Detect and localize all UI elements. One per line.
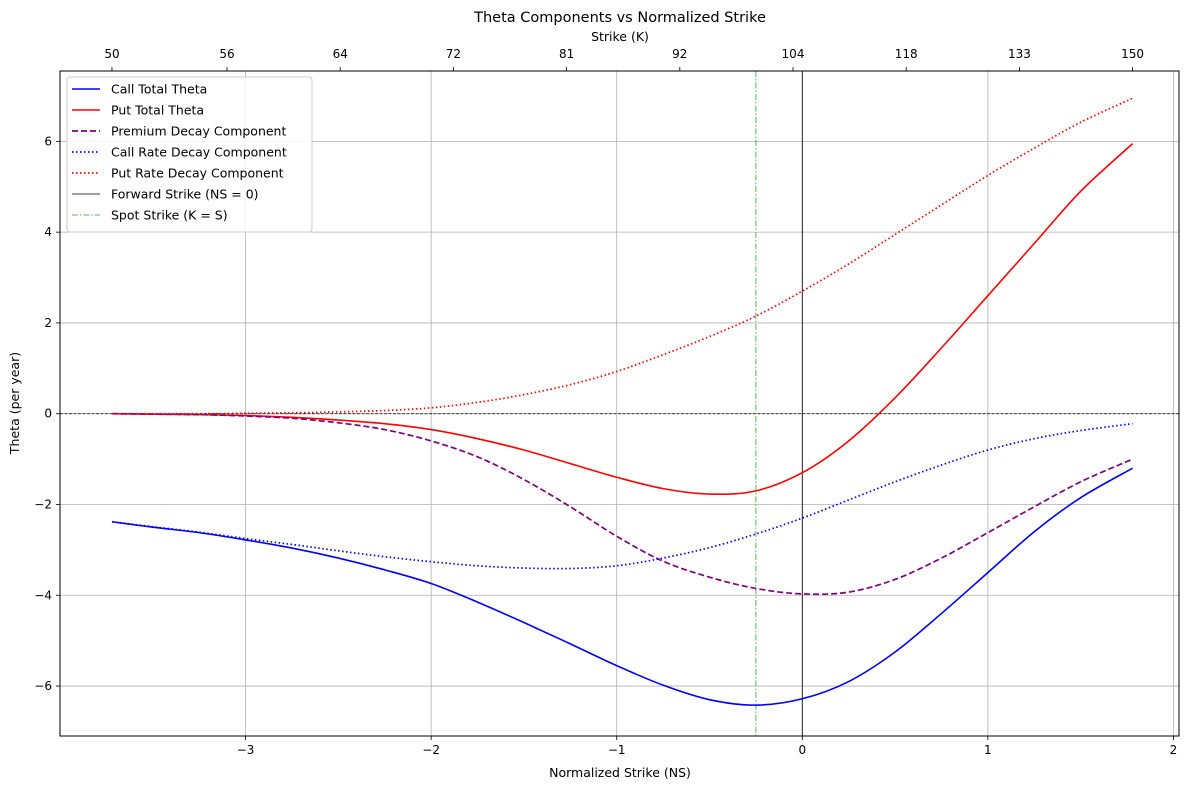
y-tick-label: 0 (44, 407, 52, 421)
reference-lines (60, 71, 1179, 736)
x-axis-label: Normalized Strike (NS) (549, 765, 691, 780)
legend-label: Forward Strike (NS = 0) (111, 187, 259, 202)
x-tick-label: −1 (608, 743, 626, 757)
top-tick-label: 104 (782, 47, 805, 61)
x-tick-label: −2 (422, 743, 440, 757)
y-tick-label: −2 (34, 497, 52, 511)
series-lines (111, 97, 1134, 706)
x-tick-label: −3 (237, 743, 255, 757)
legend: Call Total Theta Put Total Theta Premium D… (66, 76, 313, 233)
plot-frame (59, 70, 1180, 737)
legend-label: Put Total Theta (111, 103, 204, 118)
legend-label: Spot Strike (K = S) (111, 208, 228, 223)
chart-title: Theta Components vs Normalized Strike (473, 10, 766, 26)
put-rate-decay-line (111, 97, 1133, 415)
top-tick-label: 56 (219, 47, 234, 61)
y-tick-label: 4 (44, 225, 52, 239)
legend-label: Call Total Theta (111, 82, 207, 97)
premium-decay-line (111, 412, 1133, 596)
top-tick-label: 92 (672, 47, 687, 61)
legend-label: Call Rate Decay Component (111, 145, 287, 160)
legend-box (66, 76, 313, 233)
top-tick-label: 81 (559, 47, 574, 61)
y-tick-label: 2 (44, 316, 52, 330)
top-axis-label: Strike (K) (591, 29, 649, 44)
call-total-theta-line (111, 467, 1134, 706)
y-axis-label: Theta (per year) (7, 352, 22, 455)
y-tick-label: 6 (44, 134, 52, 148)
y-tick-label: −6 (34, 679, 52, 693)
top-tick-label: 50 (104, 47, 119, 61)
x-tick-label: 2 (1170, 743, 1178, 757)
legend-label: Premium Decay Component (111, 124, 286, 139)
x-tick-label: 1 (984, 743, 992, 757)
x-tick-label: 0 (798, 743, 806, 757)
axes: −3 −2 −1 0 1 2 −6 −4 −2 0 2 4 6 50 56 64 72 81 92 104 118 133… (34, 47, 1177, 757)
top-tick-label: 64 (333, 47, 348, 61)
legend-label: Put Rate Decay Component (111, 166, 284, 181)
top-tick-label: 133 (1008, 47, 1031, 61)
top-tick-label: 150 (1121, 47, 1144, 61)
y-tick-label: −4 (34, 588, 52, 602)
top-tick-label: 118 (895, 47, 918, 61)
top-tick-label: 72 (446, 47, 461, 61)
